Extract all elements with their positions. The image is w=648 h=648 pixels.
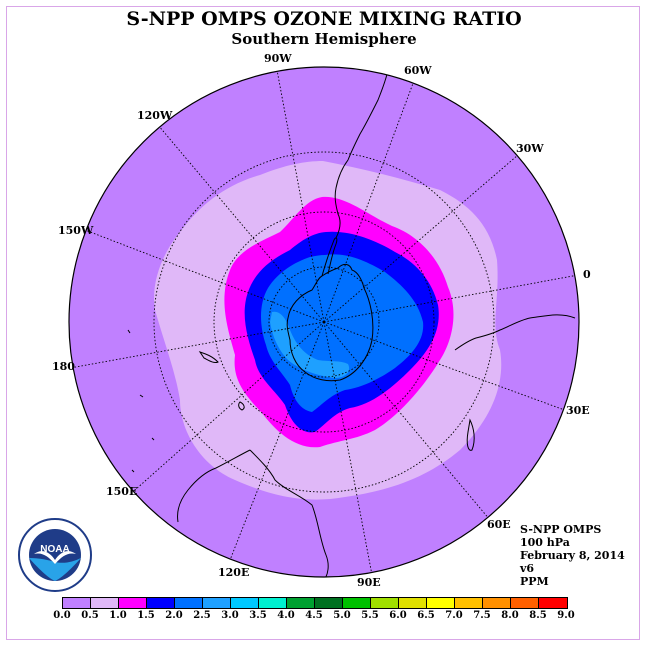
lon-label-120w: 120W: [137, 109, 173, 122]
colorbar-tick-label: 3.5: [249, 610, 267, 621]
colorbar-tick-label: 1.5: [137, 610, 155, 621]
new-zealand: [198, 351, 219, 363]
colorbar-segment: [175, 598, 203, 608]
colorbar-tick-label: 2.0: [165, 610, 183, 621]
lon-label-30e: 30E: [566, 404, 590, 417]
colorbar-segment: [287, 598, 315, 608]
colorbar-tick-label: 8.5: [529, 610, 547, 621]
colorbar-segment: [399, 598, 427, 608]
colorbar-tick-label: 0.0: [53, 610, 71, 621]
colorbar-tick-label: 4.5: [305, 610, 323, 621]
colorbar-segment: [63, 598, 91, 608]
antarctica-coast: [286, 263, 374, 382]
lon-label-60w: 60W: [404, 64, 432, 77]
colorbar-tick-label: 4.0: [277, 610, 295, 621]
colorbar-tick-label: 5.5: [361, 610, 379, 621]
noaa-logo-text: NOAA: [40, 544, 69, 555]
info-date: February 8, 2014: [520, 549, 625, 562]
noaa-logo: NOAA: [18, 518, 92, 592]
lon-label-150e: 150E: [106, 485, 137, 498]
colorbar-segment: [147, 598, 175, 608]
colorbar-tick-label: 3.0: [221, 610, 239, 621]
colorbar-ticks: 0.0 0.5 1.0 1.5 2.0 2.5 3.0 3.5 4.0 4.5 5.0 5.5 6.0 6…: [52, 610, 600, 624]
lon-label-30w: 30W: [516, 142, 544, 155]
colorbar-tick-label: 9.0: [557, 610, 575, 621]
info-instrument: S-NPP OMPS: [520, 523, 602, 536]
lon-label-120e: 120E: [218, 566, 249, 579]
colorbar-segment: [455, 598, 483, 608]
australia: [177, 449, 329, 577]
figure-frame: [6, 6, 640, 640]
info-units: PPM: [520, 575, 549, 588]
lon-label-0: 0: [583, 268, 591, 281]
contour-2.5-3.0: [270, 311, 350, 378]
antarctic-peninsula: [321, 237, 338, 277]
colorbar-tick-label: 1.0: [109, 610, 127, 621]
colorbar-segment: [539, 598, 567, 608]
colorbar-segment: [119, 598, 147, 608]
colorbar-segment: [343, 598, 371, 608]
colorbar-tick-label: 6.5: [417, 610, 435, 621]
islands: [127, 329, 155, 473]
colorbar-segment: [371, 598, 399, 608]
lon-label-90e: 90E: [357, 576, 381, 589]
colorbar-segment: [259, 598, 287, 608]
colorbar-segment: [427, 598, 455, 608]
madagascar: [466, 418, 475, 451]
graticule: [69, 69, 579, 576]
colorbar-segment: [91, 598, 119, 608]
lon-label-90w: 90W: [264, 52, 292, 65]
colorbar-segment: [511, 598, 539, 608]
colorbar-segment: [231, 598, 259, 608]
colorbar-segment: [203, 598, 231, 608]
info-block: S-NPP OMPS 100 hPa February 8, 2014 v6 P…: [520, 523, 625, 588]
chart-subtitle: Southern Hemisphere: [231, 30, 417, 48]
colorbar-segment: [315, 598, 343, 608]
colorbar-tick-label: 0.5: [81, 610, 99, 621]
colorbar: [62, 597, 568, 609]
lon-label-60e: 60E: [487, 518, 511, 531]
colorbar-tick-label: 7.5: [473, 610, 491, 621]
colorbar-tick-label: 2.5: [193, 610, 211, 621]
colorbar-tick-label: 7.0: [445, 610, 463, 621]
coastlines: [127, 69, 576, 577]
lon-label-180: 180: [52, 360, 75, 373]
lon-label-150w: 150W: [58, 224, 94, 237]
chart-title: S-NPP OMPS OZONE MIXING RATIO: [126, 8, 522, 30]
longitude-labels: 90W 60W 30W 0 30E 60E 90E 120E 150E 180 …: [52, 52, 591, 589]
colorbar-tick-label: 6.0: [389, 610, 407, 621]
tasmania: [238, 401, 245, 411]
info-level: 100 hPa: [520, 536, 570, 549]
map-border: [68, 66, 580, 578]
africa: [454, 314, 576, 351]
colorbar-segment: [483, 598, 511, 608]
info-version: v6: [520, 562, 535, 575]
colorbar-tick-label: 5.0: [333, 610, 351, 621]
south-america: [334, 69, 389, 239]
colorbar-tick-label: 8.0: [501, 610, 519, 621]
